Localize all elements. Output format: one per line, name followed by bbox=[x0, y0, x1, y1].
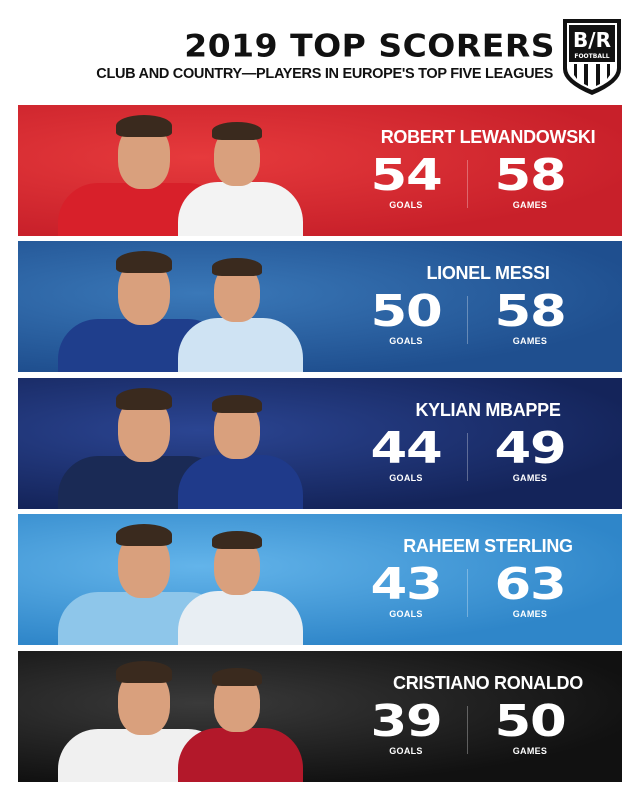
svg-text:FOOTBALL: FOOTBALL bbox=[574, 53, 609, 60]
player-card: CRISTIANO RONALDO 39 50 GOALS GAMES bbox=[18, 651, 622, 782]
player-card: LIONEL MESSI 50 58 GOALS GAMES bbox=[18, 241, 622, 372]
goals-label: GOALS bbox=[389, 200, 423, 210]
player-name: ROBERT LEWANDOWSKI bbox=[380, 127, 596, 147]
games-value: 58 bbox=[494, 286, 566, 337]
goals-label: GOALS bbox=[389, 609, 423, 619]
player-name: LIONEL MESSI bbox=[426, 263, 550, 283]
stat-divider bbox=[467, 569, 468, 617]
player-name: RAHEEM STERLING bbox=[403, 536, 573, 556]
player-name: KYLIAN MBAPPE bbox=[415, 400, 561, 420]
stat-divider bbox=[467, 706, 468, 754]
stat-divider bbox=[467, 296, 468, 344]
player-name: CRISTIANO RONALDO bbox=[393, 673, 583, 693]
goals-value: 43 bbox=[370, 559, 442, 610]
goals-label: GOALS bbox=[389, 473, 423, 483]
svg-text:B/R: B/R bbox=[573, 28, 611, 52]
games-label: GAMES bbox=[512, 746, 548, 756]
player-photo-country bbox=[178, 389, 303, 509]
games-label: GAMES bbox=[512, 336, 548, 346]
page-subtitle: CLUB AND COUNTRY—PLAYERS IN EUROPE'S TOP… bbox=[96, 66, 553, 82]
goals-value: 39 bbox=[370, 696, 442, 747]
games-value: 50 bbox=[494, 696, 566, 747]
games-value: 63 bbox=[494, 559, 566, 610]
player-photo-country bbox=[178, 662, 303, 782]
goals-label: GOALS bbox=[389, 336, 423, 346]
player-card: RAHEEM STERLING 43 63 GOALS GAMES bbox=[18, 514, 622, 645]
player-card: ROBERT LEWANDOWSKI 54 58 GOALS GAMES bbox=[18, 105, 622, 236]
games-value: 58 bbox=[494, 150, 566, 201]
stat-divider bbox=[467, 433, 468, 481]
games-label: GAMES bbox=[512, 609, 548, 619]
goals-value: 54 bbox=[370, 150, 442, 201]
games-label: GAMES bbox=[512, 473, 548, 483]
player-card: KYLIAN MBAPPE 44 49 GOALS GAMES bbox=[18, 378, 622, 509]
stat-divider bbox=[467, 160, 468, 208]
goals-value: 50 bbox=[370, 286, 442, 337]
player-photo-country bbox=[178, 252, 303, 372]
br-football-logo: B/R FOOTBALL bbox=[563, 19, 621, 95]
games-label: GAMES bbox=[512, 200, 548, 210]
player-photo-country bbox=[178, 525, 303, 645]
page-title: 2019 TOP SCORERS bbox=[184, 26, 555, 65]
goals-value: 44 bbox=[370, 423, 442, 474]
games-value: 49 bbox=[494, 423, 566, 474]
player-photo-country bbox=[178, 116, 303, 236]
goals-label: GOALS bbox=[389, 746, 423, 756]
